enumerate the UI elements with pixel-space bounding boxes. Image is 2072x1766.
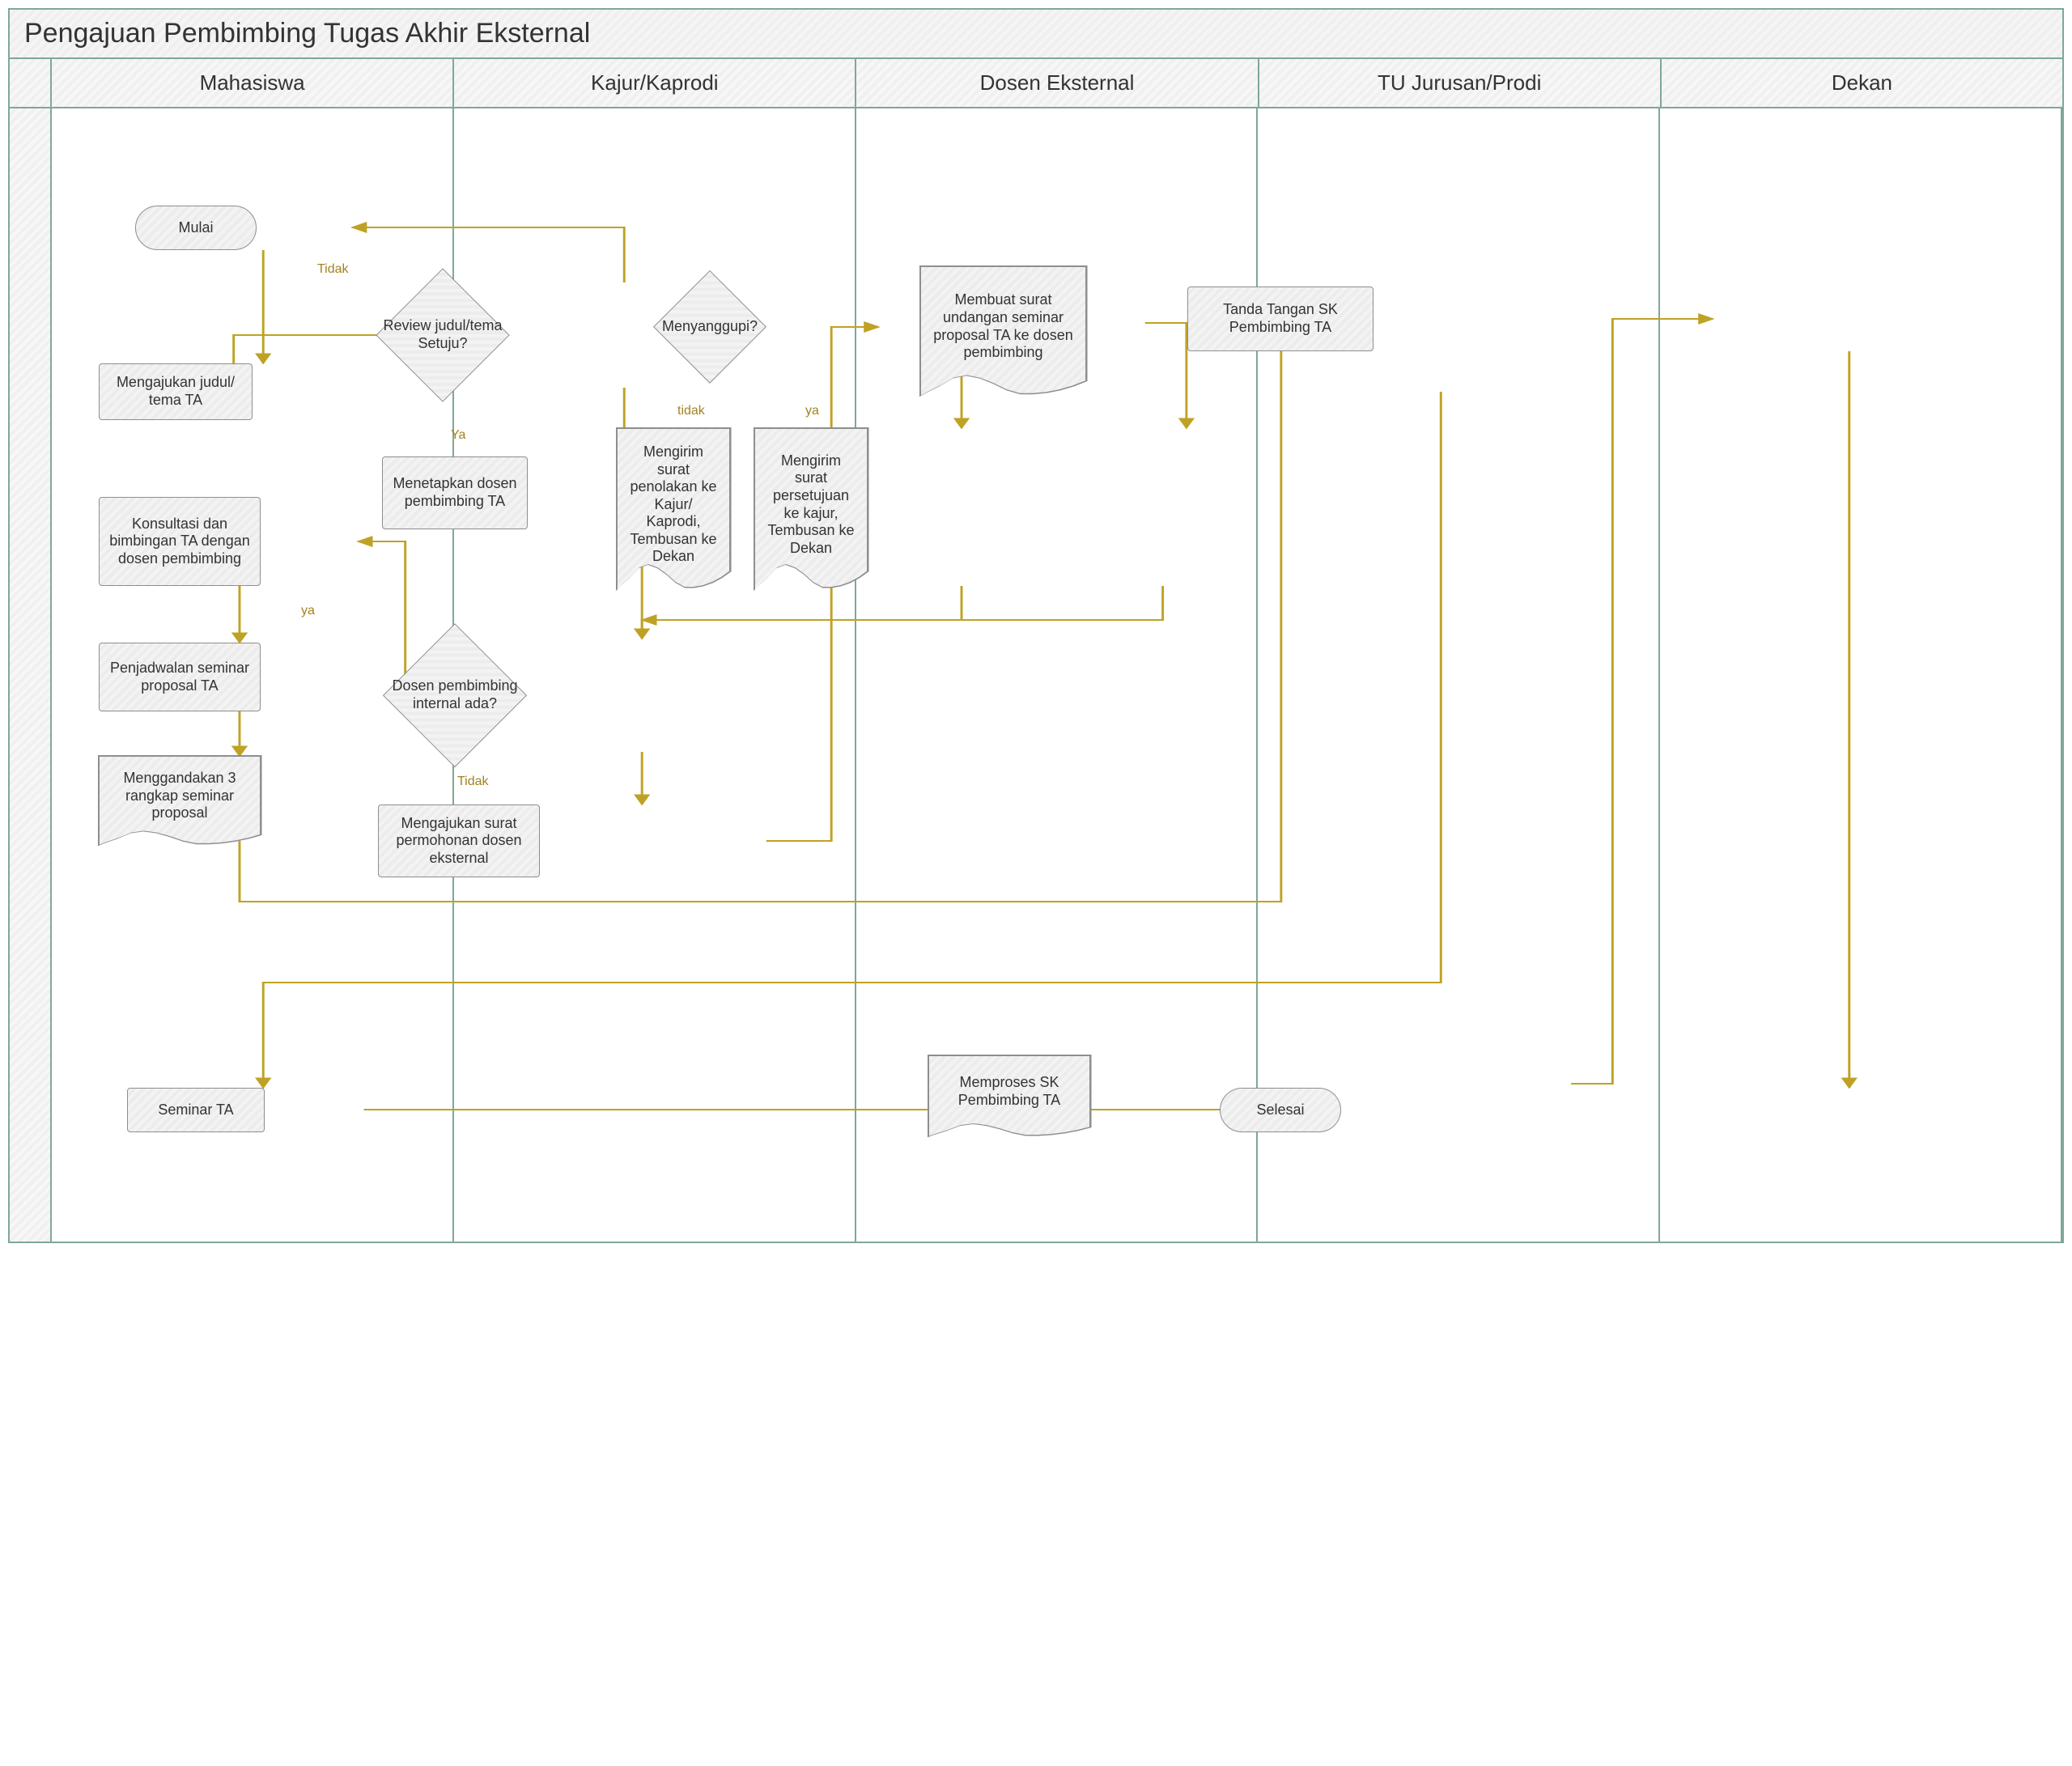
lane-head-eksternal: Dosen Eksternal [856, 59, 1259, 107]
lane-header-stub [10, 59, 52, 107]
lane-eksternal [856, 108, 1259, 1242]
lane-mahasiswa [52, 108, 454, 1242]
lane-body: MulaiMengajukan judul/ tema TAKonsultasi… [10, 108, 2062, 1242]
diagram-title: Pengajuan Pembimbing Tugas Akhir Ekstern… [10, 10, 2062, 59]
lane-dekan [1660, 108, 2062, 1242]
lane-body-stub [10, 108, 52, 1242]
lane-kajur [454, 108, 856, 1242]
lane-header-row: Mahasiswa Kajur/Kaprodi Dosen Eksternal … [10, 59, 2062, 108]
lane-head-mahasiswa: Mahasiswa [52, 59, 454, 107]
lane-head-kajur: Kajur/Kaprodi [454, 59, 856, 107]
swimlane-frame: Pengajuan Pembimbing Tugas Akhir Ekstern… [8, 8, 2064, 1243]
lane-tu [1258, 108, 1660, 1242]
lane-head-tu: TU Jurusan/Prodi [1259, 59, 1662, 107]
lane-head-dekan: Dekan [1662, 59, 2062, 107]
